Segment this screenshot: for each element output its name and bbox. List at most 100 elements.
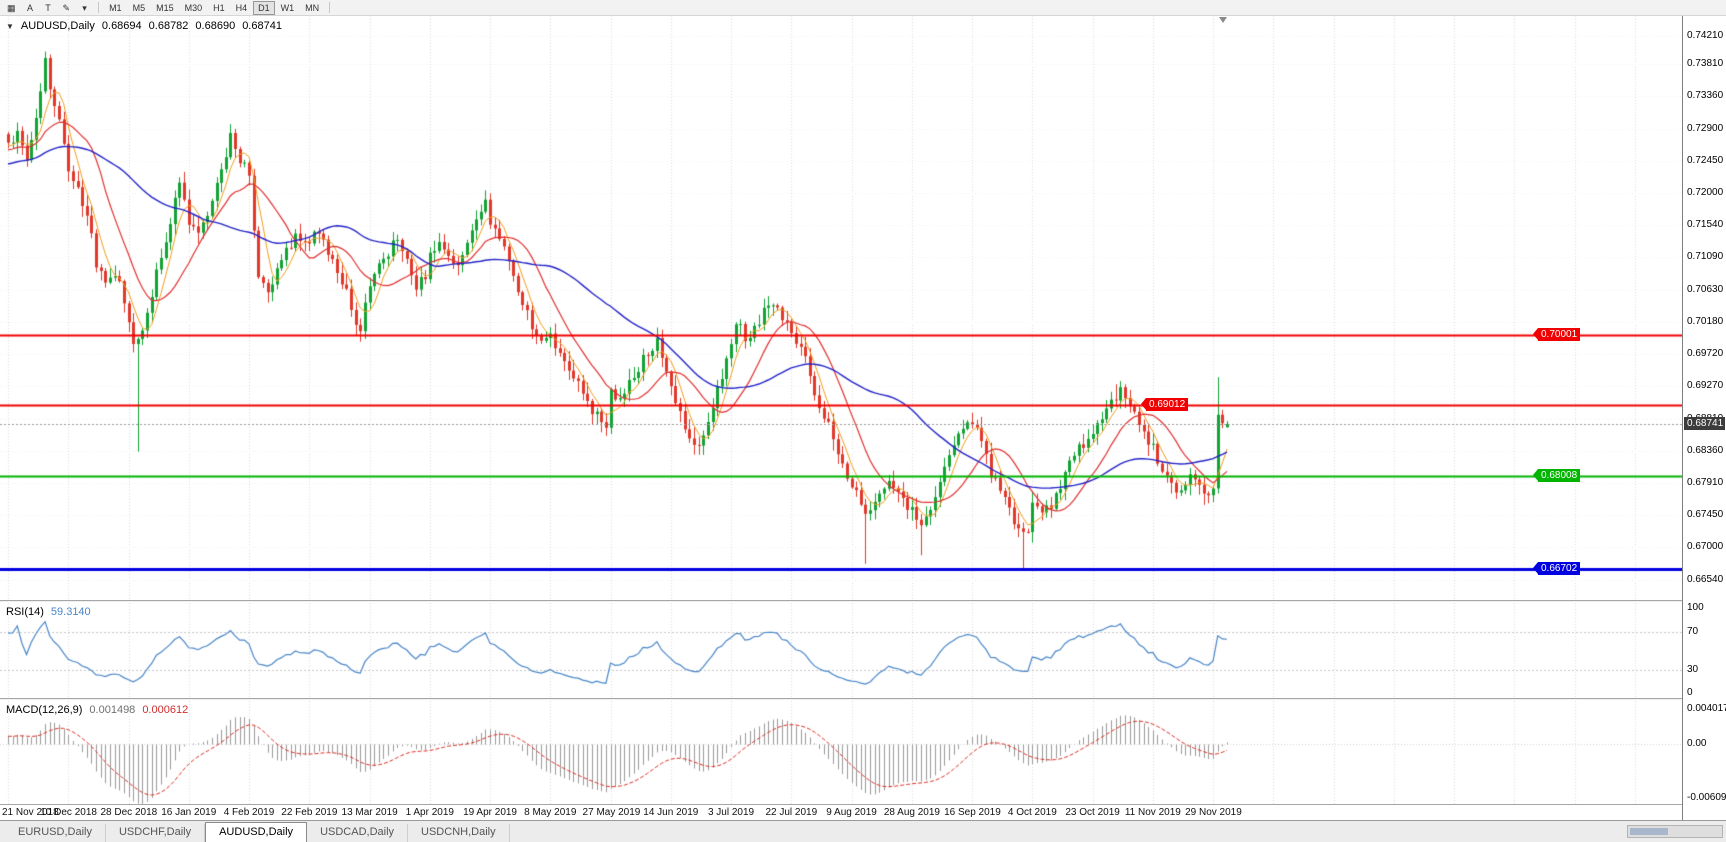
price-axis-tick: 0.72000	[1687, 186, 1724, 198]
date-axis-tick: 16 Sep 2019	[944, 807, 1001, 818]
price-axis-tick: 0.69720	[1687, 348, 1724, 360]
chart-title: ▼ AUDUSD,Daily 0.68694 0.68782 0.68690 0…	[6, 20, 282, 33]
toolbar: ▦ A T ✎ ▾ M1 M5 M15 M30 H1 H4 D1 W1 MN	[0, 0, 1726, 16]
ohlc-close: 0.68741	[242, 20, 282, 32]
date-axis-tick: 28 Aug 2019	[883, 807, 940, 818]
macd-signal-value: 0.000612	[142, 704, 189, 716]
tab-eurusd-daily[interactable]: EURUSD,Daily	[5, 824, 106, 842]
ohlc-low: 0.68690	[195, 20, 236, 32]
timeframe-w1-button[interactable]: W1	[275, 0, 300, 15]
pencil-icon[interactable]: ✎	[57, 0, 76, 15]
price-axis-tick: 0.68360	[1687, 444, 1724, 456]
macd-axis-tick: -0.00609	[1687, 792, 1726, 803]
tabbar-scrollbar[interactable]	[1627, 825, 1723, 838]
price-chart[interactable]	[0, 16, 1682, 600]
date-axis-tick: 11 Nov 2019	[1124, 807, 1181, 818]
price-axis-tick: 0.71090	[1687, 251, 1724, 263]
tabbar-scrollbar-thumb[interactable]	[1630, 828, 1668, 835]
date-axis-tick: 3 Jul 2019	[707, 807, 755, 818]
timeframe-m5-button[interactable]: M5	[127, 0, 151, 15]
date-axis-tick: 22 Feb 2019	[281, 807, 338, 818]
level-price-tag[interactable]: 0.66702	[1533, 561, 1581, 575]
macd-indicator-chart[interactable]	[0, 701, 1682, 804]
panel-splitter[interactable]	[0, 698, 1726, 701]
price-axis-tick: 0.73810	[1687, 58, 1724, 70]
rsi-axis-tick: 0	[1687, 687, 1693, 698]
date-axis[interactable]: 21 Nov 2018 10 Dec 2018 28 Dec 2018 16 Jan …	[0, 805, 1682, 820]
level-tag-notch	[1533, 468, 1538, 481]
date-axis-tick: 28 Dec 2018	[100, 807, 158, 818]
date-axis-separator	[0, 804, 1726, 805]
macd-name: MACD(12,26,9)	[6, 704, 83, 716]
date-axis-tick: 29 Nov 2019	[1185, 807, 1242, 818]
rsi-axis-tick: 70	[1687, 625, 1699, 637]
level-tag-notch	[1141, 397, 1146, 410]
price-axis-tick: 0.69270	[1687, 380, 1724, 392]
level-tag-notch	[1533, 561, 1538, 574]
ohlc-open: 0.68694	[101, 20, 142, 32]
timeframe-m15-button[interactable]: M15	[151, 0, 179, 15]
rsi-name: RSI(14)	[6, 606, 44, 618]
date-axis-tick: 8 May 2019	[524, 807, 577, 818]
toolbar-separator	[98, 2, 100, 13]
date-axis-tick: 4 Oct 2019	[1007, 807, 1057, 818]
rsi-indicator-chart[interactable]	[0, 603, 1682, 698]
tab-usdcnh-daily[interactable]: USDCNH,Daily	[408, 824, 510, 842]
date-axis-tick: 23 Oct 2019	[1065, 807, 1120, 818]
timeframe-h4-button[interactable]: H4	[230, 0, 253, 15]
level-price-tag[interactable]: 0.70001	[1533, 327, 1581, 341]
date-axis-tick: 27 May 2019	[582, 807, 641, 818]
date-axis-tick: 1 Apr 2019	[405, 807, 454, 818]
chart-symbol-period: AUDUSD,Daily	[20, 20, 95, 32]
date-axis-tick: 16 Jan 2019	[161, 807, 217, 818]
toolbar-separator	[329, 2, 331, 13]
tab-usdcad-daily[interactable]: USDCAD,Daily	[307, 824, 409, 842]
timeframe-h1-button[interactable]: H1	[208, 0, 230, 15]
tab-usdchf-daily[interactable]: USDCHF,Daily	[105, 824, 206, 842]
price-axis-tick: 0.72900	[1687, 122, 1724, 134]
price-axis-tick: 0.67910	[1687, 476, 1724, 488]
date-axis-tick: 10 Dec 2018	[40, 807, 97, 818]
date-axis-tick: 19 Apr 2019	[463, 807, 517, 818]
price-axis-tick: 0.67450	[1687, 509, 1724, 521]
price-axis[interactable]: 0.74210 0.73810 0.73360 0.72900 0.72450 0.720…	[1682, 16, 1726, 820]
macd-axis-tick: 0.004017	[1687, 703, 1726, 714]
price-axis-tick: 0.73360	[1687, 90, 1724, 102]
ohlc-high: 0.68782	[148, 20, 189, 32]
date-axis-tick: 4 Feb 2019	[223, 807, 275, 818]
date-axis-tick: 14 Jun 2019	[643, 807, 699, 818]
price-axis-tick: 0.66540	[1687, 574, 1724, 586]
chart-tabbar: EURUSD,Daily USDCHF,Daily AUDUSD,Daily U…	[0, 820, 1726, 842]
date-axis-tick: 9 Aug 2019	[826, 807, 877, 818]
macd-axis-tick: 0.00	[1687, 738, 1707, 750]
level-price-tag[interactable]: 0.68008	[1533, 468, 1581, 482]
rsi-label: RSI(14) 59.3140	[6, 606, 91, 618]
price-axis-tick: 0.70630	[1687, 283, 1724, 295]
chart-title-arrow-icon: ▼	[6, 22, 14, 31]
date-axis-tick: 21 Nov 2018	[2, 807, 59, 818]
timeframe-m30-button[interactable]: M30	[179, 0, 208, 15]
date-axis-tick: 22 Jul 2019	[765, 807, 818, 818]
price-axis-tick: 0.72450	[1687, 154, 1724, 166]
price-axis-tick: 0.70180	[1687, 315, 1724, 327]
cursor-a-button[interactable]: A	[21, 0, 39, 15]
price-axis-tick: 0.67000	[1687, 541, 1724, 553]
panel-splitter[interactable]	[0, 600, 1726, 603]
chevron-down-icon[interactable]: ▾	[76, 0, 94, 15]
tab-audusd-daily[interactable]: AUDUSD,Daily	[205, 822, 308, 842]
macd-main-value: 0.001498	[89, 704, 136, 716]
timeframe-mn-button[interactable]: MN	[300, 0, 325, 15]
bid-price-tag: 0.68741	[1684, 416, 1725, 430]
charts-grid-icon[interactable]: ▦	[2, 0, 21, 15]
macd-label: MACD(12,26,9) 0.001498 0.000612	[6, 704, 188, 716]
level-price-tag[interactable]: 0.69012	[1141, 397, 1189, 411]
text-label-button[interactable]: T	[39, 0, 57, 15]
rsi-value: 59.3140	[50, 606, 91, 618]
level-tag-notch	[1533, 327, 1538, 340]
price-axis-tick: 0.74210	[1687, 30, 1724, 41]
timeframe-d1-button[interactable]: D1	[253, 0, 275, 15]
chart-overlay: 0.70001 0.69012 0.68008 0.66702	[0, 16, 1682, 600]
timeframe-m1-button[interactable]: M1	[104, 0, 127, 15]
rsi-axis-tick: 100	[1687, 602, 1704, 613]
